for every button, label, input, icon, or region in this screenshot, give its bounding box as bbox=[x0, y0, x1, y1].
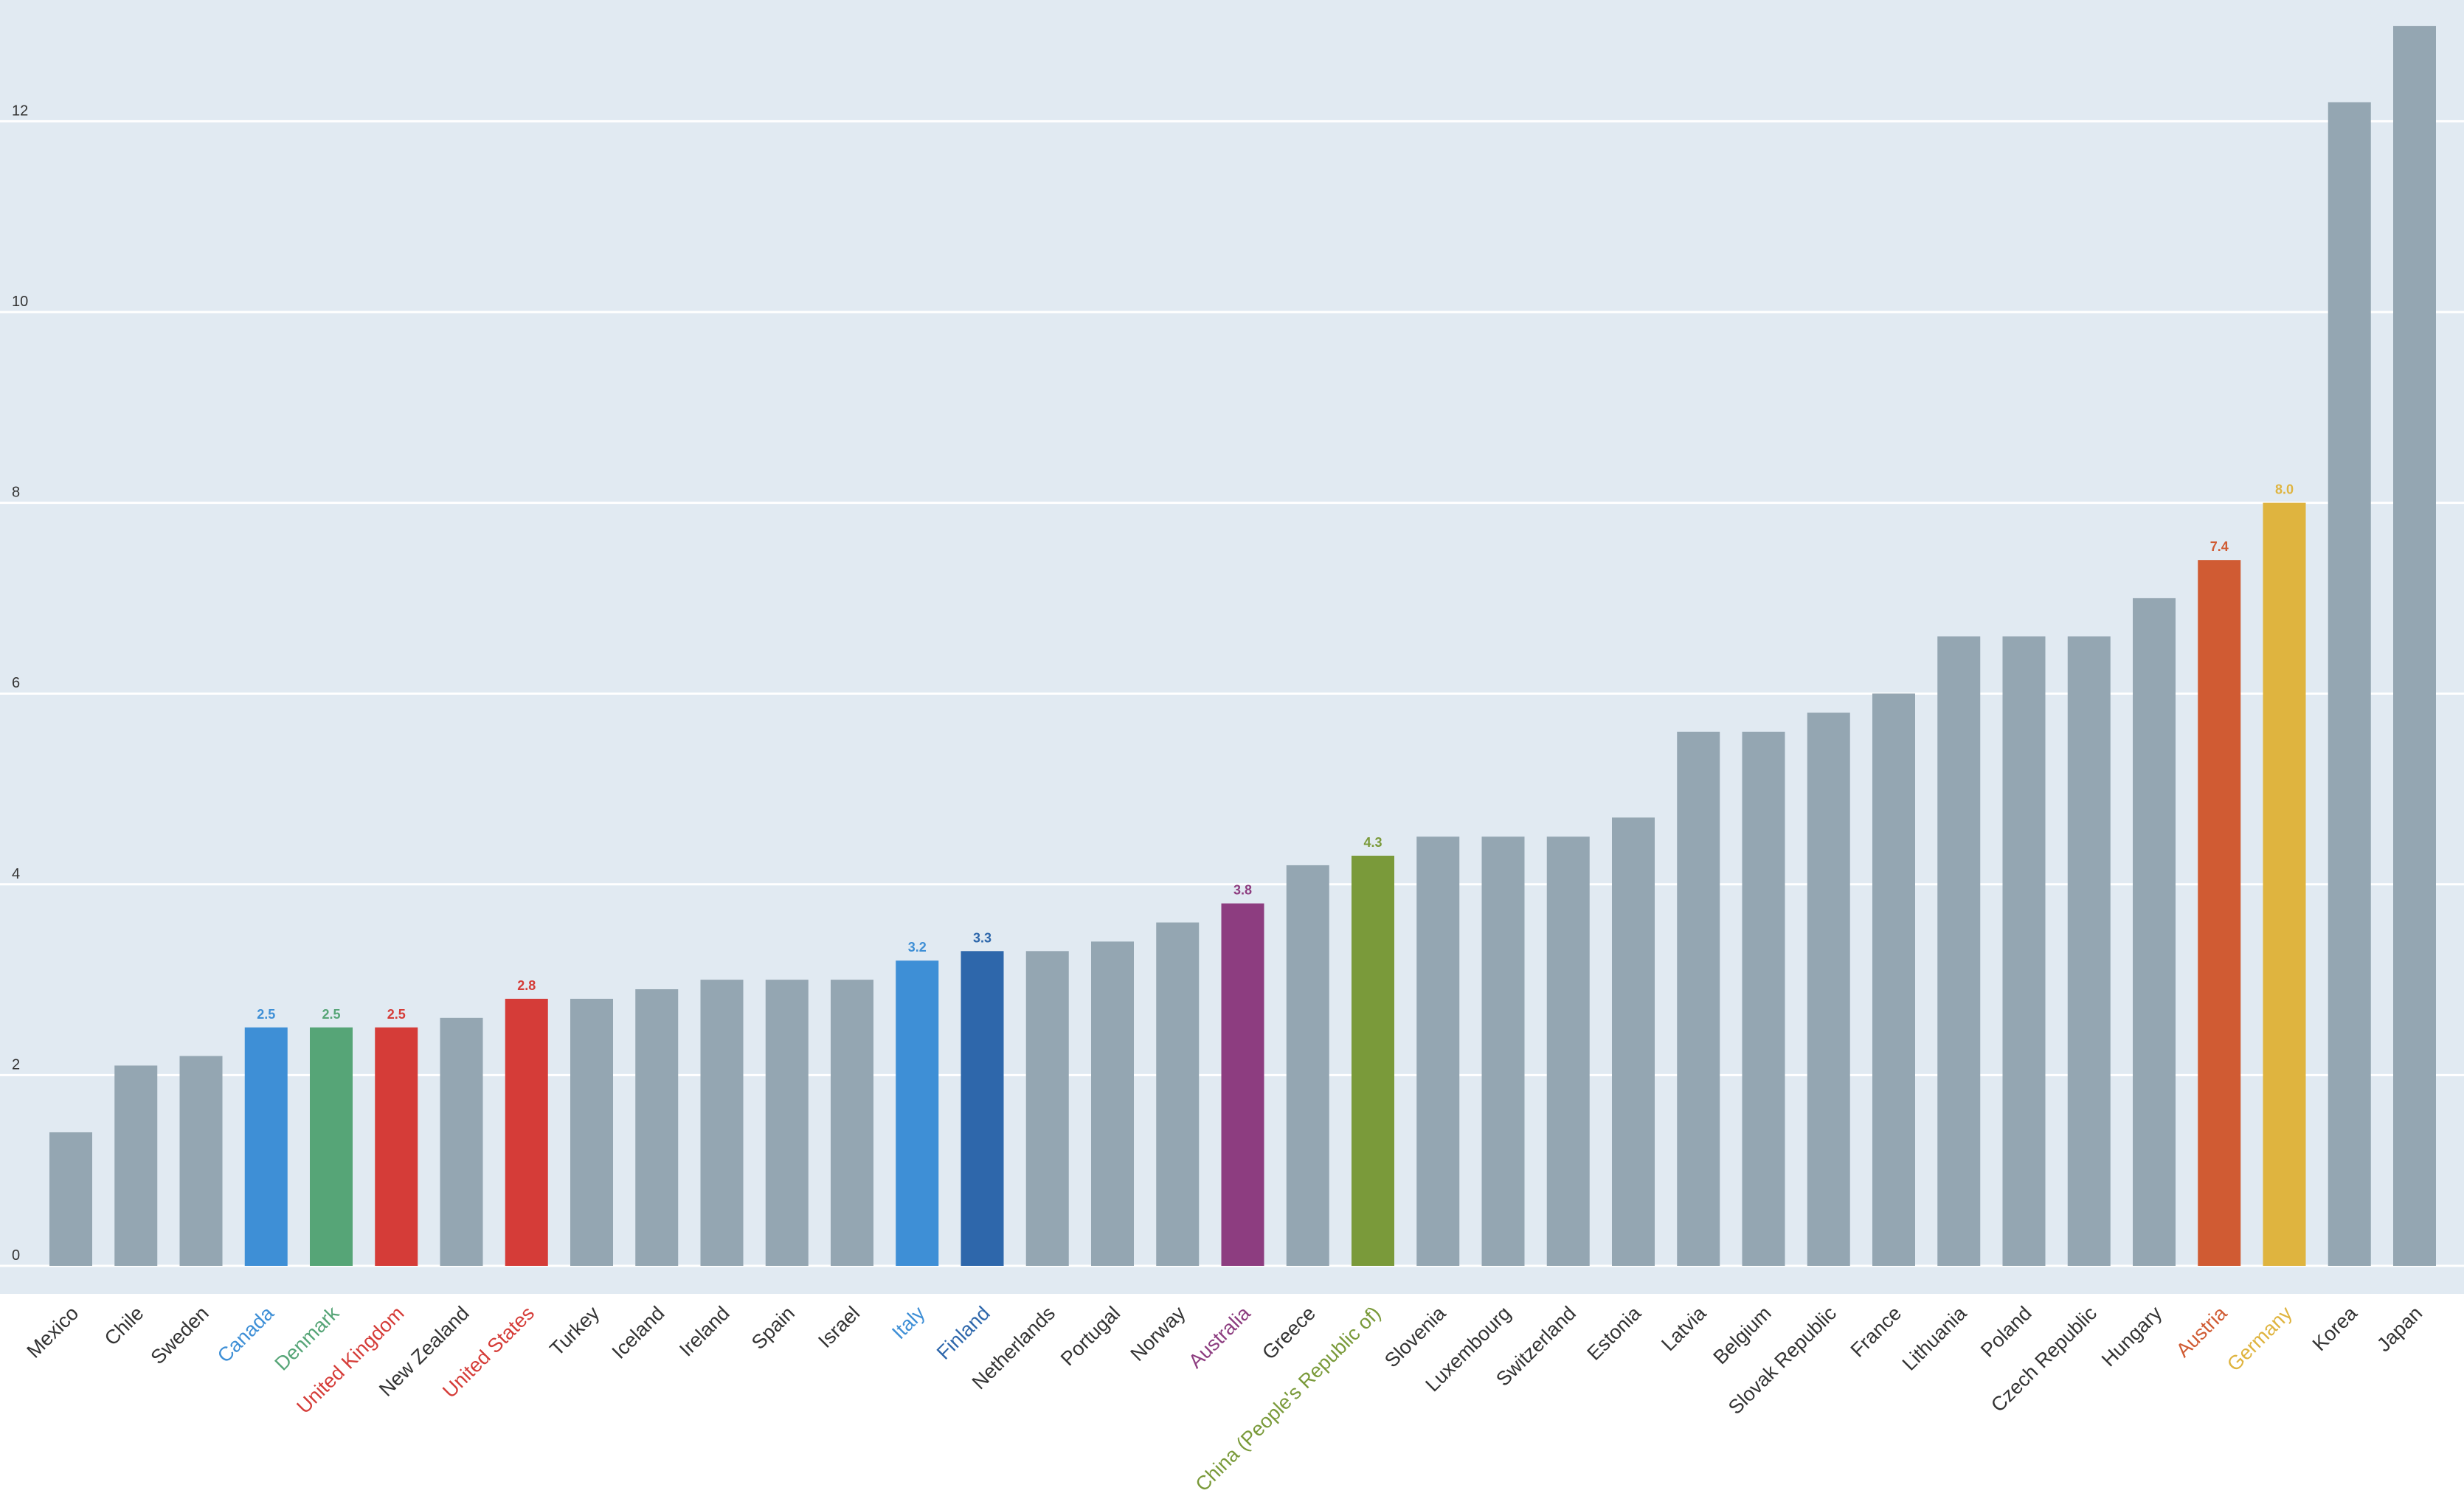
x-tick-label-japan: Japan bbox=[2373, 1302, 2426, 1356]
x-tick-label-sweden: Sweden bbox=[147, 1302, 213, 1368]
x-tick-label-mexico: Mexico bbox=[23, 1302, 83, 1362]
bar-luxembourg bbox=[1481, 837, 1525, 1266]
x-tick-label-australia: Australia bbox=[1184, 1301, 1255, 1372]
bar-finland bbox=[961, 951, 1004, 1266]
bar-czech-republic bbox=[2067, 636, 2111, 1266]
x-tick-label-canada: Canada bbox=[213, 1301, 279, 1367]
x-tick-label-chile: Chile bbox=[100, 1302, 148, 1350]
data-label-united-states: 2.8 bbox=[517, 978, 536, 993]
bar-chile bbox=[114, 1065, 158, 1266]
bar-denmark bbox=[310, 1027, 353, 1266]
x-tick-label-poland: Poland bbox=[1976, 1302, 2036, 1362]
bar-latvia bbox=[1677, 731, 1720, 1266]
x-tick-label-lithuania: Lithuania bbox=[1898, 1301, 1971, 1374]
x-tick-label-israel: Israel bbox=[814, 1302, 864, 1352]
bar-turkey bbox=[570, 998, 613, 1266]
x-tick-label-iceland: Iceland bbox=[608, 1302, 669, 1363]
bar-israel bbox=[831, 980, 873, 1266]
bar-japan bbox=[2393, 26, 2436, 1267]
y-axis-ticks: 0 2 4 6 8 10 12 bbox=[12, 103, 28, 1264]
bar-australia bbox=[1221, 903, 1264, 1266]
data-label-finland: 3.3 bbox=[973, 930, 992, 945]
y-tick-label-2: 2 bbox=[12, 1056, 20, 1073]
data-label-germany: 8.0 bbox=[2275, 482, 2294, 497]
x-tick-label-hungary: Hungary bbox=[2097, 1302, 2167, 1371]
bar-canada bbox=[244, 1027, 288, 1266]
y-tick-label-8: 8 bbox=[12, 485, 20, 501]
y-tick-label-6: 6 bbox=[12, 675, 20, 691]
bars bbox=[49, 26, 2436, 1267]
bar-netherlands bbox=[1025, 951, 1069, 1266]
x-tick-label-austria: Austria bbox=[2172, 1301, 2232, 1361]
x-tick-label-latvia: Latvia bbox=[1657, 1301, 1711, 1355]
data-label-china-people-s-republic-of: 4.3 bbox=[1363, 835, 1382, 850]
x-tick-label-italy: Italy bbox=[887, 1302, 930, 1344]
bar-germany bbox=[2263, 502, 2306, 1266]
y-tick-label-4: 4 bbox=[12, 866, 20, 882]
bar-new-zealand bbox=[440, 1017, 483, 1266]
bar-hungary bbox=[2133, 598, 2176, 1266]
bar-united-states bbox=[505, 998, 548, 1266]
y-tick-label-0: 0 bbox=[12, 1247, 20, 1264]
bar-ireland bbox=[700, 980, 744, 1266]
bar-portugal bbox=[1091, 941, 1134, 1266]
x-tick-label-estonia: Estonia bbox=[1582, 1301, 1646, 1365]
bar-united-kingdom bbox=[375, 1027, 418, 1266]
bar-norway bbox=[1156, 922, 1200, 1266]
x-tick-label-greece: Greece bbox=[1258, 1302, 1320, 1364]
x-tick-label-belgium: Belgium bbox=[1709, 1302, 1776, 1368]
bar-switzerland bbox=[1546, 837, 1590, 1266]
bar-spain bbox=[765, 980, 809, 1266]
data-labels: 2.5 2.5 2.5 2.8 3.2 3.3 3.8 4.3 7.4 8.0 bbox=[257, 482, 2294, 1022]
x-tick-label-france: France bbox=[1847, 1302, 1906, 1362]
x-tick-label-norway: Norway bbox=[1127, 1302, 1190, 1365]
data-label-united-kingdom: 2.5 bbox=[387, 1007, 406, 1022]
x-tick-label-spain: Spain bbox=[747, 1302, 799, 1354]
x-tick-label-korea: Korea bbox=[2308, 1301, 2362, 1355]
bar-mexico bbox=[49, 1132, 92, 1266]
data-label-italy: 3.2 bbox=[908, 940, 927, 955]
bar-sweden bbox=[179, 1056, 223, 1266]
bar-estonia bbox=[1612, 817, 1655, 1266]
data-label-canada: 2.5 bbox=[257, 1007, 275, 1022]
bar-china-people-s-republic-of bbox=[1352, 856, 1394, 1266]
bar-iceland bbox=[635, 989, 679, 1266]
bar-italy bbox=[896, 960, 939, 1266]
x-tick-label-ireland: Ireland bbox=[675, 1302, 734, 1361]
bar-korea bbox=[2328, 102, 2371, 1266]
x-tick-label-germany: Germany bbox=[2223, 1302, 2297, 1376]
bar-slovenia bbox=[1416, 837, 1460, 1266]
y-tick-label-10: 10 bbox=[12, 294, 28, 310]
x-tick-label-portugal: Portugal bbox=[1056, 1302, 1124, 1370]
bar-greece bbox=[1286, 865, 1329, 1266]
y-tick-label-12: 12 bbox=[12, 103, 28, 119]
bar-france bbox=[1872, 693, 1915, 1266]
bar-lithuania bbox=[1937, 636, 1981, 1266]
x-tick-label-turkey: Turkey bbox=[545, 1302, 603, 1360]
bar-belgium bbox=[1742, 731, 1785, 1266]
data-label-denmark: 2.5 bbox=[322, 1007, 340, 1022]
data-label-australia: 3.8 bbox=[1233, 883, 1252, 898]
data-label-austria: 7.4 bbox=[2210, 539, 2229, 554]
bar-austria bbox=[2198, 560, 2241, 1266]
bar-poland bbox=[2002, 636, 2046, 1266]
x-tick-label-finland: Finland bbox=[932, 1302, 994, 1364]
bar-slovak-republic bbox=[1807, 713, 1850, 1266]
